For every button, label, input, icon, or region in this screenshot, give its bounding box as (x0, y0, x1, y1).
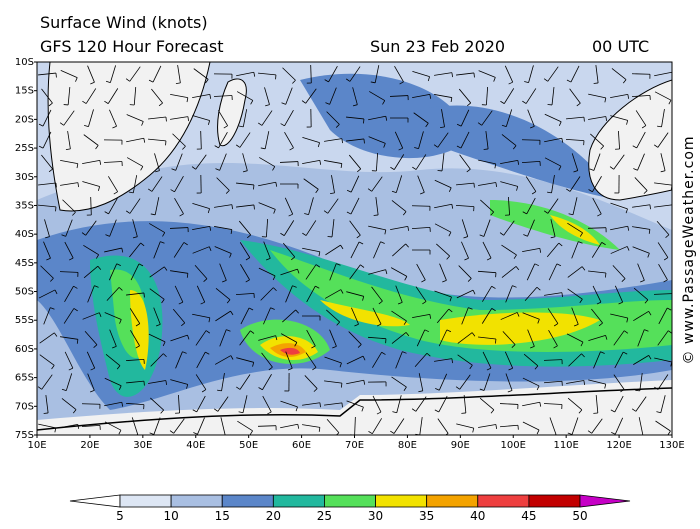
lat-label: 70S (15, 401, 34, 412)
colorbar-segment (478, 495, 529, 507)
lat-label: 35S (15, 200, 34, 211)
map-subtitle: GFS 120 Hour Forecast (40, 37, 224, 56)
lat-label: 60S (15, 344, 34, 355)
colorbar-label: 10 (163, 509, 178, 523)
forecast-date: Sun 23 Feb 2020 (370, 37, 505, 56)
lat-label: 20S (15, 114, 34, 125)
lat-label: 50S (15, 287, 34, 298)
wind-barb-flag (484, 149, 488, 150)
colorbar-high (580, 495, 630, 507)
lon-label: 20E (80, 440, 99, 451)
wind-barb-flag (144, 293, 145, 297)
lon-label: 70E (345, 440, 364, 451)
wind-barb (632, 74, 650, 75)
wind-barb-flag (495, 339, 496, 343)
lon-label: 60E (292, 440, 311, 451)
colorbar-label: 45 (521, 509, 536, 523)
lon-label: 80E (398, 440, 417, 451)
wind-barb-flag (374, 215, 378, 216)
colorbar-segment (529, 495, 580, 507)
wind-barb-flag (474, 73, 475, 77)
colorbar-label: 20 (266, 509, 281, 523)
lon-label: 130E (659, 440, 684, 451)
colorbar-segment (273, 495, 324, 507)
wind-barb-flag (594, 83, 598, 84)
map-title: Surface Wind (knots) (40, 13, 208, 32)
colorbar-label: 5 (116, 509, 124, 523)
lon-label: 120E (606, 440, 631, 451)
wind-barb (82, 404, 100, 405)
lat-label: 30S (15, 172, 34, 183)
colorbar-segment (120, 495, 171, 507)
lat-label: 40S (15, 229, 34, 240)
lat-label: 65S (15, 373, 34, 384)
colorbar-label: 35 (419, 509, 434, 523)
wind-barb-flag (56, 183, 57, 187)
wind-barb (412, 206, 430, 207)
lon-label: 10E (27, 440, 46, 451)
map-field (37, 62, 673, 436)
wind-barb-flag (364, 139, 365, 143)
lon-label: 50E (239, 440, 258, 451)
wind-barb-flag (44, 413, 48, 414)
wind-barb-flag (605, 273, 606, 277)
colorbar-segment (171, 495, 222, 507)
wind-barb-flag (341, 383, 342, 387)
wind-barb (522, 140, 540, 141)
colorbar-label: 30 (368, 509, 383, 523)
lat-label: 25S (15, 143, 34, 154)
wind-barb-flag (166, 117, 167, 121)
wind-barb-flag (254, 205, 255, 209)
colorbar-segment (324, 495, 375, 507)
forecast-time: 00 UTC (592, 37, 649, 56)
lon-label: 100E (501, 440, 526, 451)
colorbar-label: 15 (215, 509, 230, 523)
colorbar-label: 40 (470, 509, 485, 523)
colorbar-segment (222, 495, 273, 507)
lat-label: 15S (15, 86, 34, 97)
colorbar-low (70, 495, 120, 507)
lat-label: 45S (15, 258, 34, 269)
lon-label: 90E (451, 440, 470, 451)
colorbar-segment (376, 495, 427, 507)
colorbar-segment (427, 495, 478, 507)
lon-label: 30E (133, 440, 152, 451)
credit: © www.PassageWeather.com (681, 135, 697, 364)
lon-label: 40E (186, 440, 205, 451)
colorbar-label: 25 (317, 509, 332, 523)
lon-label: 110E (553, 440, 578, 451)
colorbar-label: 50 (572, 509, 587, 523)
lat-label: 10S (15, 57, 34, 68)
lat-label: 55S (15, 315, 34, 326)
